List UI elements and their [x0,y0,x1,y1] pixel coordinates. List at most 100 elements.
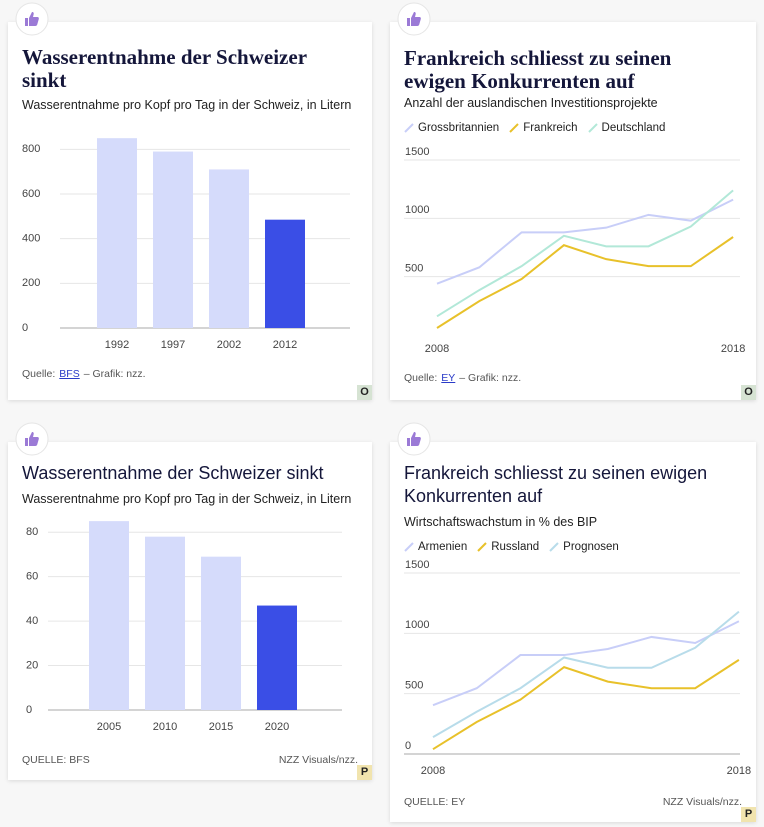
y-tick-label: 20 [26,659,38,671]
legend-label: Armenien [418,541,468,553]
y-tick-label: 80 [26,526,38,538]
thumb-icon [15,2,49,36]
thumb-icon [397,2,431,36]
legend: Grossbritannien Frankreich Deutschland [404,122,665,134]
legend: Armenien Russland Prognosen [404,541,619,553]
source-link[interactable]: BFS [59,368,80,380]
x-tick-label: 2008 [421,765,445,777]
x-tick-label: 2010 [153,721,177,733]
source: Quelle: EY – Grafik: nzz. [404,372,742,384]
source-credit: – Grafik: nzz. [83,368,146,380]
legend-line [477,542,487,552]
badge: O [357,385,372,400]
legend-item: Armenien [404,541,467,553]
legend-swatch [509,123,519,133]
chart-subtitle: Anzahl der auslandischen Investitionspro… [404,96,658,110]
bar [145,536,185,710]
y-tick-label: 1000 [405,619,429,631]
plot: 0 200 400 600 800 1992 1997 2002 2012 [22,138,350,351]
legend-line [404,123,414,133]
legend-item: Prognosen [549,541,619,553]
thumb-svg [397,422,431,456]
series-line [432,620,740,707]
plot: 500 1000 1500 2008 2018 [404,146,745,355]
legend-label: Frankreich [523,122,578,134]
badge: O [741,385,756,400]
bar [209,169,249,328]
bar [265,219,305,328]
source-link[interactable]: EY [441,372,456,384]
series-line [432,659,740,751]
source: Quelle: BFS – Grafik: nzz. [22,368,358,380]
thumb-svg [397,2,431,36]
source-credit: NZZ Visuals/nzz. [278,754,358,766]
y-tick-label: 0 [22,322,28,334]
source-label: QUELLE: EY [404,796,466,808]
badge: P [357,765,372,780]
source-credit: – Grafik: nzz. [459,372,522,384]
legend-line [404,542,414,552]
legend-label: Prognosen [563,541,619,553]
chart-card: Frankreich schliesst zu seinen ewigen Ko… [390,22,756,400]
legend-item: Russland [477,541,539,553]
chart-title: Wasserentnahme der Schweizer sinkt [22,463,324,483]
source-label: Quelle: [22,368,56,380]
legend-line [549,542,559,552]
series-line [436,236,734,329]
bar [153,151,193,328]
y-tick-label: 1500 [405,146,429,158]
series-line [436,198,734,285]
legend-label: Deutschland [601,122,666,134]
legend-swatch [549,542,559,552]
thumb-svg [15,2,49,36]
thumb-icon [397,422,431,456]
y-tick-label: 500 [405,263,423,275]
legend-line [509,123,519,133]
y-tick-label: 1000 [405,204,429,216]
x-tick-label: 2012 [273,339,297,351]
chart-subtitle: Wasserentnahme pro Kopf pro Tag in der S… [22,492,352,506]
bar [201,556,241,710]
legend-swatch [404,123,414,133]
bar [89,521,129,710]
legend-swatch [477,542,487,552]
chart-card: Frankreich schliesst zu seinen ewigen Ko… [390,442,756,822]
legend-line [587,123,598,133]
series-line [432,610,740,738]
x-tick-label: 2002 [217,339,241,351]
y-tick-label: 40 [26,615,38,627]
chart-title: Wasserentnahme der Schweizer sinkt [22,45,307,92]
series-line [436,189,734,318]
x-tick-label: 1997 [161,339,185,351]
source-label: QUELLE: BFS [22,754,90,766]
x-tick-label: 2018 [721,343,745,355]
chart-subtitle: Wirtschaftswachstum in % des BIP [404,515,598,529]
y-tick-label: 0 [405,740,411,752]
y-tick-label: 60 [26,571,38,583]
y-tick-label: 0 [26,704,32,716]
legend-item: Grossbritannien [404,122,499,134]
x-tick-label: 2005 [97,721,121,733]
plot: 0 20 40 60 80 2005 2010 2015 2020 [26,521,342,733]
legend-label: Russland [491,541,540,553]
chart-title: Frankreich schliesst zu seinen ewigen Ko… [404,46,672,93]
y-tick-label: 500 [405,680,423,692]
source: QUELLE: EY NZZ Visuals/nzz. [404,796,742,808]
x-tick-label: 2018 [727,765,751,777]
chart-subtitle: Wasserentnahme pro Kopf pro Tag in der S… [22,98,352,112]
y-tick-label: 1500 [405,559,429,571]
y-tick-label: 400 [22,233,40,245]
y-tick-label: 200 [22,277,40,289]
source: QUELLE: BFS NZZ Visuals/nzz. [22,754,358,766]
badge: P [741,807,756,822]
thumb-svg [15,422,49,456]
x-tick-label: 1992 [105,339,129,351]
bar [257,605,297,710]
chart-card: Wasserentnahme der Schweizer sinkt Wasser… [8,442,372,780]
y-tick-label: 800 [22,143,40,155]
x-tick-label: 2015 [209,721,233,733]
legend-label: Grossbritannien [418,122,500,134]
legend-swatch [587,123,598,133]
legend-swatch [404,542,414,552]
